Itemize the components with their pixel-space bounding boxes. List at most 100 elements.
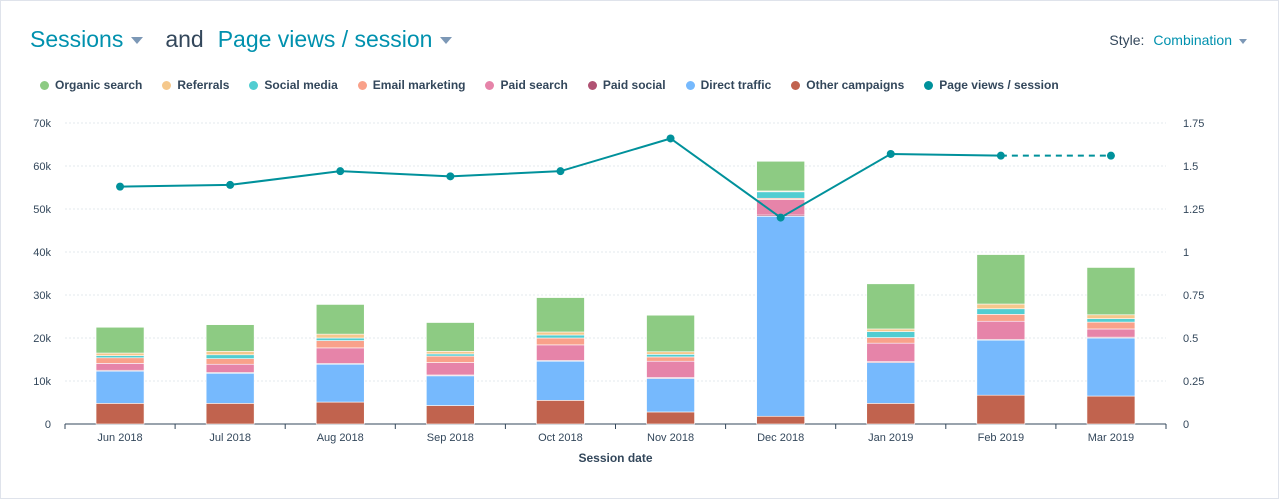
y-tick-label: 30k <box>33 290 51 302</box>
bar-segment-referrals <box>1086 314 1136 319</box>
page-views-line <box>120 137 1001 219</box>
primary-metric-dropdown[interactable]: Sessions <box>30 26 144 53</box>
bar-segment-email-marketing <box>1086 321 1136 330</box>
caret-down-icon <box>440 36 453 44</box>
chart-legend: Organic search Referrals Social media Email… <box>40 78 1079 92</box>
legend-swatch <box>685 80 695 90</box>
x-tick-label: Nov 2018 <box>647 432 694 444</box>
x-tick-label: Dec 2018 <box>757 432 804 444</box>
y2-tick-label: 0.5 <box>1183 333 1198 345</box>
bar-segment-other-campaigns <box>1086 395 1136 425</box>
bar-segment-organic-search <box>536 297 585 333</box>
bar-segment-email-marketing <box>315 340 365 349</box>
style-selector: Style: Combination <box>1109 32 1247 48</box>
bar-segment-other-campaigns <box>95 403 145 425</box>
x-tick-label: Jul 2018 <box>209 432 251 444</box>
legend-swatch <box>485 80 495 90</box>
y-tick-label: 20k <box>33 333 51 345</box>
legend-item-direct-traffic[interactable]: Direct traffic <box>685 78 772 92</box>
bar-segment-direct-traffic <box>95 370 145 404</box>
secondary-metric-dropdown[interactable]: Page views / session <box>218 26 453 53</box>
legend-item-organic-search[interactable]: Organic search <box>40 78 142 92</box>
page-views-point <box>666 134 675 143</box>
bar-segment-organic-search <box>205 324 255 352</box>
bar-segment-paid-search <box>1086 328 1136 338</box>
bar-segment-other-campaigns <box>426 405 475 425</box>
bar-segment-paid-search <box>536 344 585 361</box>
bar-segment-other-campaigns <box>866 403 916 425</box>
bar-segment-social-media <box>866 331 916 338</box>
y2-tick-label: 1.5 <box>1183 161 1198 173</box>
bar-segment-email-marketing <box>976 314 1026 322</box>
y2-tick-label: 0.25 <box>1183 376 1204 388</box>
y2-tick-label: 1 <box>1183 247 1189 259</box>
page-views-point <box>446 172 455 181</box>
legend-item-social-media[interactable]: Social media <box>249 78 338 92</box>
legend-item-email-marketing[interactable]: Email marketing <box>357 78 466 92</box>
metric-connector: and <box>165 25 204 52</box>
legend-item-paid-search[interactable]: Paid search <box>485 78 568 92</box>
bar-segment-referrals <box>426 351 475 355</box>
bar-segment-organic-search <box>315 304 365 335</box>
x-tick-label: Sep 2018 <box>427 432 474 444</box>
legend-label: Organic search <box>55 78 143 92</box>
bar-segment-paid-search <box>205 363 255 373</box>
bar-segment-direct-traffic <box>205 372 255 404</box>
bar-segment-other-campaigns <box>315 401 365 425</box>
bar-segment-other-campaigns <box>536 400 585 425</box>
bar-segment-paid-search <box>866 342 916 362</box>
bar-segment-social-media <box>646 354 695 358</box>
legend-swatch <box>249 80 259 90</box>
bar-segment-organic-search <box>1086 267 1136 316</box>
page-views-point <box>1106 151 1115 160</box>
bar-segment-other-campaigns <box>205 403 255 425</box>
bar-segment-direct-traffic <box>426 375 475 406</box>
legend-item-paid-social[interactable]: Paid social <box>587 78 666 92</box>
bar-segment-social-media <box>205 354 255 359</box>
page-views-point <box>776 213 785 222</box>
bar-segment-paid-search <box>976 320 1026 340</box>
legend-label: Referrals <box>177 78 230 92</box>
x-tick-label: Aug 2018 <box>317 432 364 444</box>
legend-label: Paid social <box>602 78 666 92</box>
legend-label: Email marketing <box>372 78 466 92</box>
legend-label: Social media <box>264 78 338 92</box>
x-tick-label: Jun 2018 <box>97 432 142 444</box>
legend-item-page-views-session[interactable]: Page views / session <box>924 78 1059 92</box>
report-header: Sessions and Page views / session <box>30 22 453 56</box>
bar-segment-direct-traffic <box>536 360 585 401</box>
y2-tick-label: 0 <box>1183 419 1189 431</box>
legend-swatch <box>162 80 172 90</box>
bar-segment-email-marketing <box>646 356 695 362</box>
page-views-point <box>886 149 895 158</box>
bar-segment-paid-search <box>315 347 365 364</box>
caret-down-icon <box>1239 38 1247 44</box>
legend-item-other-campaigns[interactable]: Other campaigns <box>791 78 904 92</box>
legend-swatch <box>587 80 597 90</box>
style-value: Combination <box>1153 32 1232 48</box>
bar-segment-email-marketing <box>536 337 585 346</box>
legend-item-referrals[interactable]: Referrals <box>162 78 229 92</box>
legend-swatch <box>357 80 367 90</box>
legend-label: Paid search <box>500 78 568 92</box>
bar-segment-email-marketing <box>205 358 255 365</box>
x-tick-label: Jan 2019 <box>868 432 913 444</box>
bar-segment-social-media <box>315 337 365 341</box>
bar-segment-social-media <box>1086 318 1136 323</box>
style-label: Style: <box>1109 32 1145 48</box>
legend-label: Direct traffic <box>700 78 772 92</box>
page-views-point <box>996 151 1005 160</box>
y-tick-label: 50k <box>33 204 51 216</box>
legend-swatch <box>40 80 49 90</box>
x-tick-label: Feb 2019 <box>978 432 1024 444</box>
y2-tick-label: 1.25 <box>1183 204 1204 216</box>
caret-down-icon <box>131 36 144 44</box>
style-dropdown[interactable]: Combination <box>1153 32 1247 48</box>
legend-swatch <box>924 80 934 90</box>
page-views-point <box>226 180 235 189</box>
bar-segment-other-campaigns <box>646 411 695 425</box>
bar-segment-organic-search <box>95 326 145 354</box>
bar-segment-organic-search <box>426 322 475 352</box>
y2-tick-label: 1.75 <box>1183 118 1204 130</box>
